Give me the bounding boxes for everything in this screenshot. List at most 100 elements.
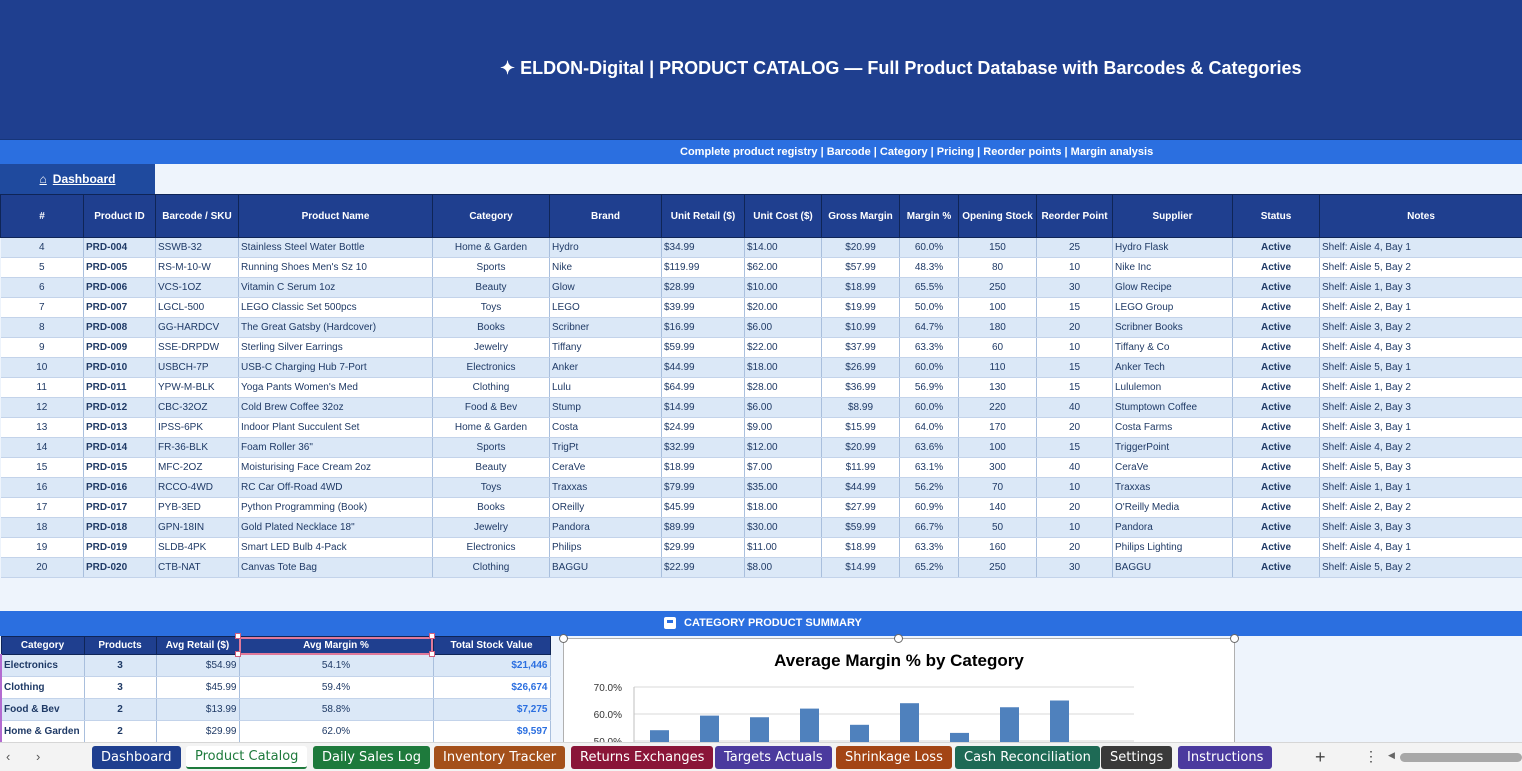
table-cell[interactable]: $18.99 xyxy=(661,457,745,478)
table-cell[interactable]: $11.99 xyxy=(821,457,900,478)
table-cell[interactable]: 17 xyxy=(0,497,84,518)
table-cell[interactable]: 66.7% xyxy=(899,517,959,538)
column-header[interactable]: Margin % xyxy=(899,194,959,238)
table-cell[interactable]: RS-M-10-W xyxy=(155,257,239,278)
table-cell[interactable]: BAGGU xyxy=(1112,557,1233,578)
table-cell[interactable]: Foam Roller 36" xyxy=(238,437,433,458)
summary-row[interactable]: Electronics 3 $54.99 54.1% $21,446 xyxy=(0,654,551,677)
column-header[interactable]: Unit Cost ($) xyxy=(744,194,822,238)
sheet-tab[interactable]: Settings xyxy=(1101,746,1173,769)
table-cell[interactable]: LGCL-500 xyxy=(155,297,239,318)
table-row[interactable]: 5 PRD-005 RS-M-10-W Running Shoes Men's Sz … xyxy=(0,257,1522,278)
table-cell[interactable]: Active xyxy=(1232,497,1320,518)
summary-cell[interactable]: $29.99 xyxy=(156,720,240,743)
table-cell[interactable]: $18.00 xyxy=(744,497,822,518)
table-cell[interactable]: PRD-013 xyxy=(83,417,156,438)
summary-column-header[interactable]: Avg Margin % xyxy=(238,636,434,655)
sheet-tab[interactable]: Inventory Tracker xyxy=(434,746,566,769)
column-header[interactable]: Reorder Point xyxy=(1036,194,1113,238)
summary-cell[interactable]: 58.8% xyxy=(239,698,434,721)
chart-bar[interactable] xyxy=(900,703,919,748)
table-cell[interactable]: 130 xyxy=(958,377,1037,398)
table-cell[interactable]: $8.00 xyxy=(744,557,822,578)
scroll-left-icon[interactable]: ◀ xyxy=(1388,750,1395,760)
table-cell[interactable]: 40 xyxy=(1036,397,1113,418)
table-cell[interactable]: 12 xyxy=(0,397,84,418)
table-cell[interactable]: Active xyxy=(1232,557,1320,578)
table-cell[interactable]: 300 xyxy=(958,457,1037,478)
table-cell[interactable]: PRD-007 xyxy=(83,297,156,318)
table-cell[interactable]: Shelf: Aisle 5, Bay 2 xyxy=(1319,257,1522,278)
table-cell[interactable]: 10 xyxy=(1036,257,1113,278)
table-cell[interactable]: 170 xyxy=(958,417,1037,438)
table-cell[interactable]: Costa Farms xyxy=(1112,417,1233,438)
table-cell[interactable]: 220 xyxy=(958,397,1037,418)
summary-cell[interactable]: 54.1% xyxy=(239,654,434,677)
table-cell[interactable]: Smart LED Bulb 4-Pack xyxy=(238,537,433,558)
summary-cell[interactable]: $21,446 xyxy=(433,654,551,677)
chart-resize-handle[interactable] xyxy=(1230,634,1239,643)
table-cell[interactable]: PRD-006 xyxy=(83,277,156,298)
column-header[interactable]: # xyxy=(0,194,84,238)
table-cell[interactable]: Jewelry xyxy=(432,517,550,538)
table-cell[interactable]: 60.0% xyxy=(899,237,959,258)
table-row[interactable]: 17 PRD-017 PYB-3ED Python Programming (Book… xyxy=(0,497,1522,518)
summary-row[interactable]: Home & Garden 2 $29.99 62.0% $9,597 xyxy=(0,720,551,743)
table-cell[interactable]: Stumptown Coffee xyxy=(1112,397,1233,418)
table-cell[interactable]: CTB-NAT xyxy=(155,557,239,578)
table-cell[interactable]: Hydro xyxy=(549,237,662,258)
table-cell[interactable]: VCS-1OZ xyxy=(155,277,239,298)
table-cell[interactable]: $32.99 xyxy=(661,437,745,458)
table-cell[interactable]: $119.99 xyxy=(661,257,745,278)
table-cell[interactable]: Beauty xyxy=(432,457,550,478)
column-header[interactable]: Product ID xyxy=(83,194,156,238)
table-cell[interactable]: Shelf: Aisle 3, Bay 3 xyxy=(1319,517,1522,538)
table-cell[interactable]: CeraVe xyxy=(549,457,662,478)
table-cell[interactable]: PRD-008 xyxy=(83,317,156,338)
table-cell[interactable]: Sports xyxy=(432,257,550,278)
table-cell[interactable]: 10 xyxy=(1036,337,1113,358)
table-cell[interactable]: LEGO Group xyxy=(1112,297,1233,318)
table-cell[interactable]: 16 xyxy=(0,477,84,498)
column-header[interactable]: Notes xyxy=(1319,194,1522,238)
table-cell[interactable]: 20 xyxy=(0,557,84,578)
summary-column-header[interactable]: Category xyxy=(0,636,85,655)
table-cell[interactable]: Electronics xyxy=(432,357,550,378)
table-cell[interactable]: PRD-015 xyxy=(83,457,156,478)
table-cell[interactable]: Home & Garden xyxy=(432,417,550,438)
table-cell[interactable]: $45.99 xyxy=(661,497,745,518)
table-cell[interactable]: 180 xyxy=(958,317,1037,338)
sheet-tab[interactable]: Product Catalog xyxy=(186,746,308,769)
table-row[interactable]: 10 PRD-010 USBCH-7P USB-C Charging Hub 7-Po… xyxy=(0,357,1522,378)
table-cell[interactable]: SSWB-32 xyxy=(155,237,239,258)
table-cell[interactable]: 60.0% xyxy=(899,357,959,378)
table-cell[interactable]: Active xyxy=(1232,297,1320,318)
dashboard-link[interactable]: ⌂ Dashboard xyxy=(0,164,155,194)
table-cell[interactable]: 80 xyxy=(958,257,1037,278)
table-cell[interactable]: Gold Plated Necklace 18" xyxy=(238,517,433,538)
summary-cell[interactable]: 2 xyxy=(84,720,157,743)
table-cell[interactable]: 250 xyxy=(958,277,1037,298)
table-cell[interactable]: Active xyxy=(1232,257,1320,278)
table-cell[interactable]: Lulu xyxy=(549,377,662,398)
summary-cell[interactable]: 3 xyxy=(84,654,157,677)
table-cell[interactable]: 8 xyxy=(0,317,84,338)
table-cell[interactable]: Active xyxy=(1232,317,1320,338)
table-cell[interactable]: Cold Brew Coffee 32oz xyxy=(238,397,433,418)
table-cell[interactable]: Traxxas xyxy=(1112,477,1233,498)
table-cell[interactable]: $8.99 xyxy=(821,397,900,418)
table-cell[interactable]: Anker xyxy=(549,357,662,378)
table-cell[interactable]: Shelf: Aisle 4, Bay 2 xyxy=(1319,437,1522,458)
table-cell[interactable]: OReilly xyxy=(549,497,662,518)
sheet-tab[interactable]: Dashboard xyxy=(92,746,181,769)
table-cell[interactable]: 63.6% xyxy=(899,437,959,458)
table-cell[interactable]: 20 xyxy=(1036,497,1113,518)
table-cell[interactable]: $10.99 xyxy=(821,317,900,338)
table-row[interactable]: 14 PRD-014 FR-36-BLK Foam Roller 36" Sports T… xyxy=(0,437,1522,458)
table-cell[interactable]: $89.99 xyxy=(661,517,745,538)
table-cell[interactable]: $22.99 xyxy=(661,557,745,578)
table-cell[interactable]: 15 xyxy=(1036,357,1113,378)
table-cell[interactable]: $16.99 xyxy=(661,317,745,338)
table-cell[interactable]: Nike xyxy=(549,257,662,278)
summary-cell[interactable]: $26,674 xyxy=(433,676,551,699)
